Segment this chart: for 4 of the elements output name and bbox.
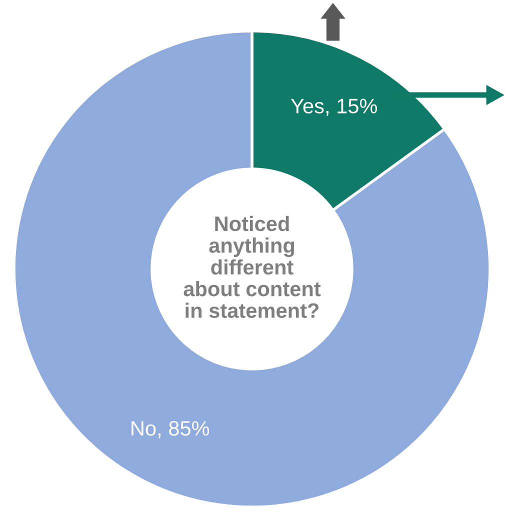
slice-label: No, 85% bbox=[132, 421, 210, 438]
slice-label: Yes, 15% bbox=[290, 98, 378, 116]
donut-slice bbox=[12, 30, 492, 508]
text: Noticed anything different about content in statement? bbox=[184, 216, 321, 318]
